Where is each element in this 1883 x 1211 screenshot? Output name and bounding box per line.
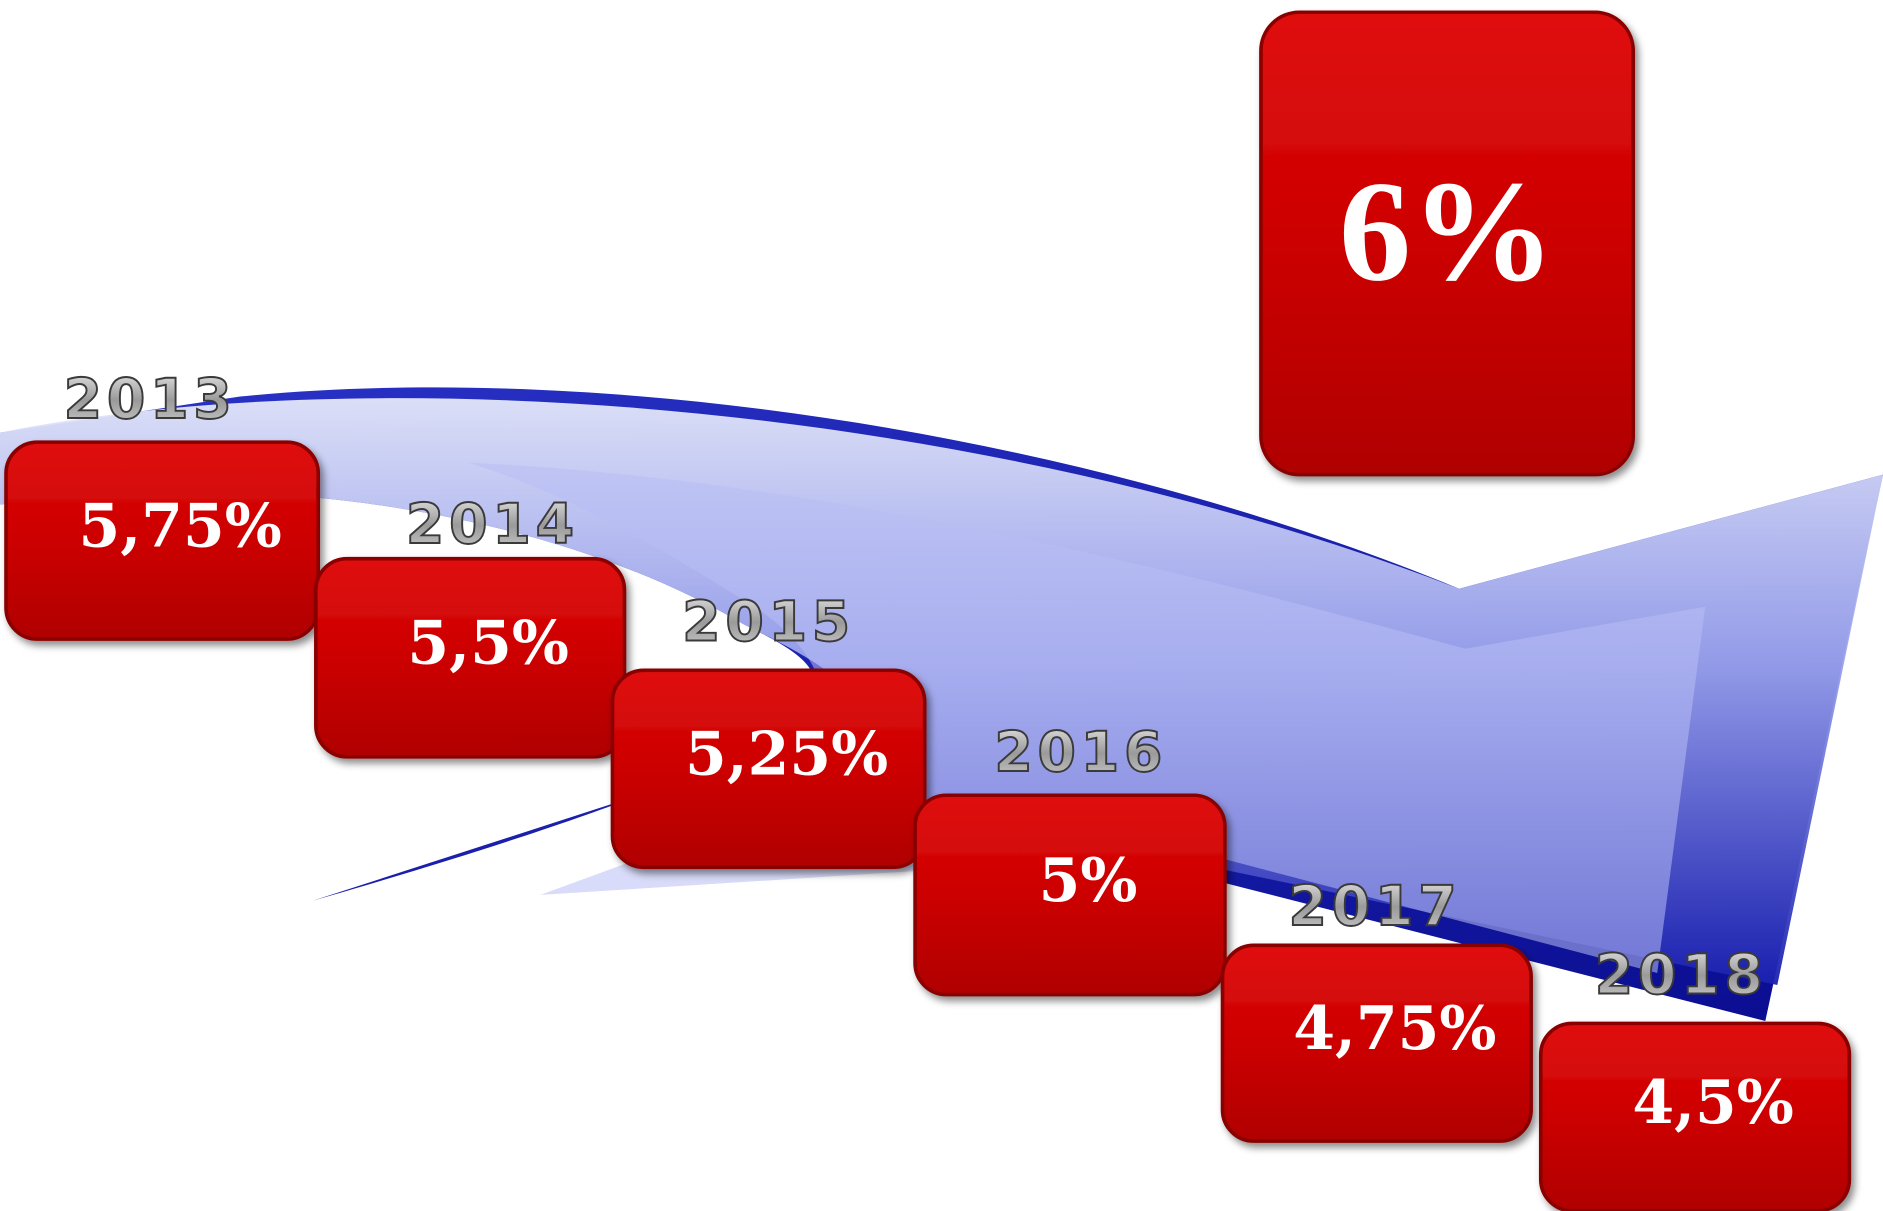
step-rate: 4,5% (1632, 1068, 1793, 1138)
step-box (610, 668, 927, 870)
step-box-bg (4, 440, 321, 641)
step-box-bg (913, 793, 1227, 997)
step-rate: 5% (1039, 846, 1138, 916)
step-rate: 5,5% (407, 609, 568, 679)
step-year: 2016 (994, 721, 1167, 785)
step-year: 2018 (1595, 943, 1768, 1007)
step-box (1220, 943, 1533, 1143)
step-year: 2015 (682, 590, 855, 654)
highlight-box (1259, 10, 1636, 477)
step-box-bg (610, 668, 927, 870)
step-year: 2017 (1289, 875, 1462, 939)
highlight-value: 6% (1339, 152, 1555, 311)
steps: 2013 5,75% 2014 5,5% 2015 5,25% 2016 5% 2017 4,75… (4, 367, 1852, 1211)
step-year: 2013 (64, 368, 237, 432)
step-box-bg (1220, 943, 1533, 1143)
step-rate: 5,75% (79, 492, 282, 562)
step-box-bg (314, 556, 627, 759)
step-box (314, 556, 627, 759)
highlight-bg (1259, 10, 1636, 477)
step-year: 2014 (406, 493, 579, 557)
step-box (4, 440, 321, 641)
step-rate: 5,25% (685, 720, 888, 790)
step-box (913, 793, 1227, 997)
step-rate: 4,75% (1293, 994, 1496, 1064)
